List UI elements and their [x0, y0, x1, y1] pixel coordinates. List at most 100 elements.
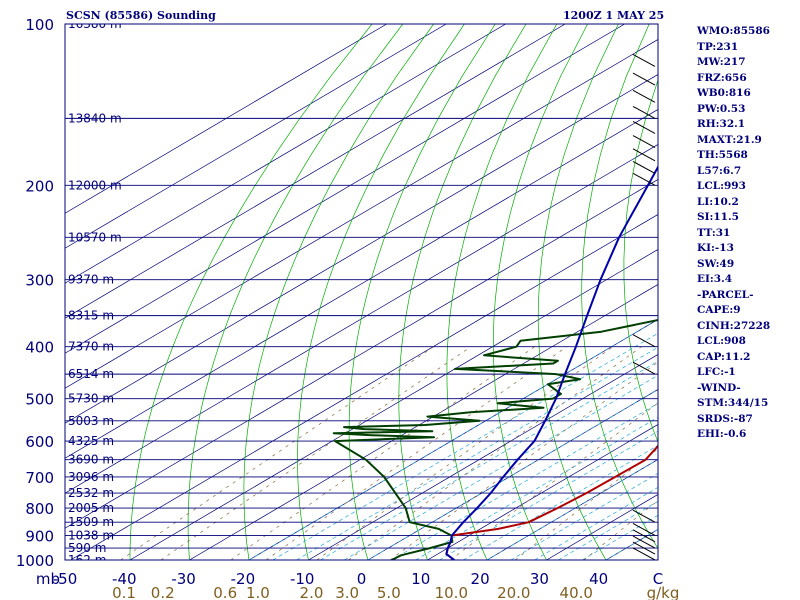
pressure-tick-label: 700 — [25, 469, 54, 487]
height-label: 2005 m — [68, 501, 114, 515]
temperature-tick-label: 0 — [357, 570, 367, 588]
height-label: 12000 m — [68, 178, 122, 192]
pressure-tick-label: 400 — [25, 339, 54, 357]
wind-barb — [632, 334, 656, 348]
height-label: 1038 m — [68, 528, 114, 542]
pressure-tick-label: 600 — [25, 433, 54, 451]
dry-adiabat-line — [297, 24, 465, 560]
wind-barb — [632, 105, 656, 119]
stat-line: MAXT:21.9 — [697, 133, 762, 146]
stat-line: CAPE:9 — [697, 304, 741, 316]
mixing-ratio-line — [316, 346, 614, 560]
wind-barb — [632, 541, 656, 555]
temperature-tick-label: -50 — [53, 570, 78, 588]
sounding-line — [332, 318, 658, 560]
pressure-tick-label: 200 — [25, 177, 54, 195]
wind-barb — [632, 509, 656, 523]
height-label: 5003 m — [68, 414, 114, 428]
wind-barb — [632, 89, 656, 103]
stat-line: KI:-13 — [697, 242, 734, 254]
moist-adiabat-line — [510, 472, 658, 560]
height-label: 1509 m — [68, 515, 114, 529]
mixing-ratio-tick-label: 5.0 — [377, 584, 401, 600]
mixing-ratio-line — [120, 346, 434, 560]
stat-line: TP:231 — [697, 40, 739, 53]
stat-line: MW:217 — [697, 56, 746, 68]
isotherm-line — [65, 24, 447, 249]
height-label: 13840 m — [68, 111, 122, 125]
isotherm-line — [189, 284, 658, 560]
stat-line: TT:31 — [697, 226, 731, 239]
stat-line: LCL:993 — [697, 180, 746, 192]
mixing-ratio-tick-label: 40.0 — [560, 584, 593, 600]
wind-barb — [632, 54, 656, 67]
mixing-ratio-tick-label: 0.1 — [112, 584, 136, 600]
observation-time: 1200Z 1 MAY 25 — [563, 9, 665, 22]
mixing-ratio-line — [348, 346, 642, 560]
stat-line: -PARCEL- — [697, 288, 754, 301]
stat-line: SW:49 — [697, 257, 735, 270]
isotherm-line — [308, 354, 658, 560]
height-label: 7370 m — [68, 340, 114, 354]
stat-line: FRZ:656 — [697, 71, 747, 84]
temperature-tick-label: -30 — [171, 570, 196, 588]
height-label: 2532 m — [68, 486, 114, 500]
stat-line: CAP:11.2 — [697, 350, 751, 363]
stats-panel: WMO:85586 TP:231 MW:217 FRZ:656 WB0:816 … — [697, 24, 770, 443]
height-label: 590 m — [68, 541, 106, 555]
height-label: 10570 m — [68, 230, 122, 244]
isotherm-line — [65, 179, 658, 529]
isotherm-line — [65, 74, 658, 424]
dry-adiabat-line — [492, 24, 588, 560]
station-title: SCSN (85586) Sounding — [66, 9, 216, 22]
isotherm-line — [65, 109, 658, 459]
pressure-tick-label: 500 — [25, 391, 54, 409]
dry-adiabat-line — [129, 24, 373, 560]
temperature-tick-label: 10 — [411, 570, 430, 588]
stat-line: WMO:85586 — [697, 25, 770, 37]
sounding-line — [445, 164, 658, 560]
pressure-tick-label: 1000 — [16, 552, 54, 570]
wind-barb — [632, 148, 656, 162]
temperature-tick-label: -40 — [112, 570, 137, 588]
stat-line: SI:11.5 — [697, 211, 739, 223]
isotherm-line — [65, 24, 566, 319]
height-label: 8315 m — [68, 309, 114, 323]
wind-barb — [632, 523, 656, 536]
isotherm-line — [65, 24, 506, 284]
wind-barb — [632, 547, 656, 560]
sounding-line — [445, 444, 658, 560]
stat-line: L57:6.7 — [697, 164, 742, 177]
wind-barb — [632, 535, 656, 549]
wind-barb — [632, 160, 656, 174]
plot-area: 16380 m 13840 m 12000 m 10570 m 9370 m 8315 m… — [65, 24, 800, 567]
dry-adiabat-line — [187, 24, 404, 560]
temperature-tick-label: 20 — [471, 570, 490, 588]
height-label: 162 m — [68, 553, 106, 567]
wind-barb — [632, 120, 656, 134]
temperature-tick-label: 40 — [589, 570, 608, 588]
isotherm-line — [65, 144, 658, 494]
pressure-tick-label: 900 — [25, 527, 54, 545]
wind-barb — [632, 361, 656, 375]
mixing-ratio-line — [450, 402, 658, 560]
stat-line: LI:10.2 — [697, 195, 739, 208]
dry-adiabat-line — [781, 24, 800, 560]
moist-adiabat-line — [486, 458, 658, 560]
wind-barb — [632, 135, 656, 148]
moist-adiabat-line — [463, 444, 658, 560]
isotherm-line — [129, 249, 658, 560]
height-label: 5730 m — [68, 392, 114, 406]
wind-barb — [632, 72, 656, 86]
isotherm-line — [70, 214, 658, 560]
mixing-ratio-tick-label: 3.0 — [335, 584, 359, 600]
mixing-ratio-tick-label: 10.0 — [435, 584, 468, 600]
mixing-ratio-unit-label: g/kg — [647, 584, 680, 600]
stat-line: PW:0.53 — [697, 102, 746, 115]
stat-line: -WIND- — [697, 381, 741, 394]
dry-adiabat-line — [398, 24, 527, 560]
temperature-tick-label: C — [653, 570, 663, 588]
height-label: 9370 m — [68, 273, 114, 287]
stat-line: TH:5568 — [697, 149, 748, 161]
temperature-tick-label: -20 — [231, 570, 256, 588]
